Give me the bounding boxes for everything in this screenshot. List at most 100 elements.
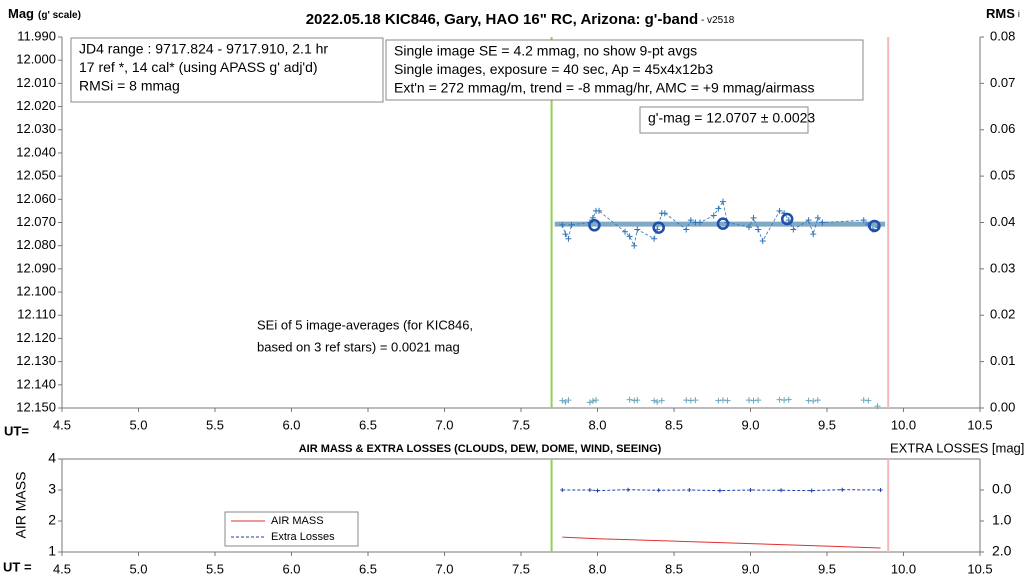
annotation-box <box>385 39 864 101</box>
annotation-text: JD4 range : 9717.824 - 9717.910, 2.1 hr <box>79 41 328 57</box>
point-marker <box>805 217 812 224</box>
point-marker <box>562 398 569 405</box>
x-tick-label: 9.0 <box>741 561 759 576</box>
point-marker <box>790 226 797 233</box>
y2-tick-label: 0.05 <box>990 168 1015 183</box>
point-marker <box>810 231 817 238</box>
x-tick-label: 7.5 <box>512 561 530 576</box>
y-tick-label: 12.030 <box>16 121 56 136</box>
point-marker <box>651 235 658 242</box>
y-tick-label: 12.010 <box>16 75 56 90</box>
y2-tick-label: 0.02 <box>990 307 1015 322</box>
point-marker <box>595 488 600 493</box>
x-tick-label: 10.5 <box>967 561 992 576</box>
x-tick-label: 4.5 <box>53 561 71 576</box>
x-tick-label: 7.5 <box>512 417 530 432</box>
chart-title: 2022.05.18 KIC846, Gary, HAO 16" RC, Ari… <box>306 11 735 28</box>
point-marker <box>840 487 845 492</box>
y-tick-label: 12.050 <box>16 168 56 183</box>
y2-label-main: RMS <box>986 6 1015 21</box>
point-marker <box>750 214 757 221</box>
x-tick-label: 9.0 <box>741 417 759 432</box>
point-marker <box>865 397 872 404</box>
point-marker <box>634 226 641 233</box>
y2-tick-label: 0.04 <box>990 214 1015 229</box>
x-tick-label: 10.0 <box>891 417 916 432</box>
point-marker <box>717 488 722 493</box>
y-tick-label: 12.080 <box>16 237 56 252</box>
x-tick-label: 8.5 <box>665 417 683 432</box>
y2-tick-label: 0.03 <box>990 260 1015 275</box>
point-marker <box>809 488 814 493</box>
series-line <box>562 489 881 492</box>
point-marker <box>819 219 826 226</box>
legend-label: AIR MASS <box>271 515 324 527</box>
x-tick-label: 6.5 <box>359 561 377 576</box>
y2-tick-label: 0.06 <box>990 121 1015 136</box>
point-marker <box>759 238 766 245</box>
x-tick-label: 10.5 <box>967 417 992 432</box>
legend-label: Extra Losses <box>271 531 335 543</box>
point-marker <box>634 397 641 404</box>
x-axis-label: UT= <box>4 423 29 438</box>
y2-axis-label: RMS i <box>986 6 1020 21</box>
x-tick-label: 7.0 <box>435 417 453 432</box>
annotation-text: RMSi = 8 mmag <box>79 78 180 94</box>
point-marker <box>697 219 704 226</box>
point-marker <box>626 233 633 240</box>
x-tick-label: 8.5 <box>665 561 683 576</box>
y2-tick-label: 0.08 <box>990 28 1015 43</box>
point-marker <box>562 231 569 238</box>
y2-tick-label: 0.01 <box>990 353 1015 368</box>
point-marker <box>568 221 575 228</box>
point-marker <box>776 207 783 214</box>
point-marker <box>626 396 633 403</box>
point-marker <box>656 488 661 493</box>
point-marker <box>785 217 792 224</box>
point-marker <box>658 397 665 404</box>
y-tick-label: 12.120 <box>16 330 56 345</box>
annotation-box <box>70 37 384 103</box>
annotation-text: Ext'n = 272 mmag/m, trend = -8 mmag/hr, … <box>394 80 815 96</box>
y-tick-label: 12.000 <box>16 52 56 67</box>
x-tick-label: 9.5 <box>818 417 836 432</box>
point-marker <box>814 397 821 404</box>
point-marker <box>661 210 668 217</box>
average-marker <box>716 217 730 230</box>
y-tick-label: 12.140 <box>16 376 56 391</box>
point-marker <box>724 397 731 404</box>
average-marker <box>780 212 794 226</box>
annotation: g'-mag = 12.0707 ± 0.0023 <box>639 106 815 134</box>
point-marker <box>654 398 661 405</box>
point-marker <box>779 488 784 493</box>
point-marker <box>745 224 752 231</box>
y2-tick-label: 1.0 <box>992 512 1012 528</box>
point-marker <box>560 488 565 492</box>
annotation-text: Single image SE = 4.2 mmag, no show 9-pt… <box>394 43 697 59</box>
y2-tick-label: 0.0 <box>992 481 1012 497</box>
chart-title: AIR MASS & EXTRA LOSSES (CLOUDS, DEW, DO… <box>299 443 662 455</box>
point-marker <box>874 403 881 410</box>
point-marker <box>710 212 717 219</box>
x-tick-label: 9.5 <box>818 561 836 576</box>
y-tick-label: 11.990 <box>17 28 56 43</box>
y2-tick-label: 0.07 <box>990 75 1015 90</box>
annotation-text: Single images, exposure = 40 sec, Ap = 4… <box>394 61 713 77</box>
point-marker <box>586 399 593 406</box>
point-marker <box>785 396 792 403</box>
point-marker <box>687 217 694 224</box>
point-marker <box>748 488 753 492</box>
x-tick-label: 6.0 <box>282 417 300 432</box>
annotation: JD4 range : 9717.824 - 9717.910, 2.1 hr 1… <box>70 37 384 103</box>
annotation-text: 17 ref *, 14 cal* (using APASS g' adj'd) <box>79 59 318 75</box>
point-marker <box>587 488 592 492</box>
y-label-main: Mag <box>8 6 34 21</box>
y-tick-label: 12.150 <box>16 399 56 414</box>
point-marker <box>683 226 690 233</box>
x-tick-label: 5.5 <box>206 417 224 432</box>
point-marker <box>651 397 658 404</box>
average-marker <box>588 219 601 232</box>
y-tick-label: 2 <box>48 512 56 528</box>
average-marker <box>868 219 881 233</box>
